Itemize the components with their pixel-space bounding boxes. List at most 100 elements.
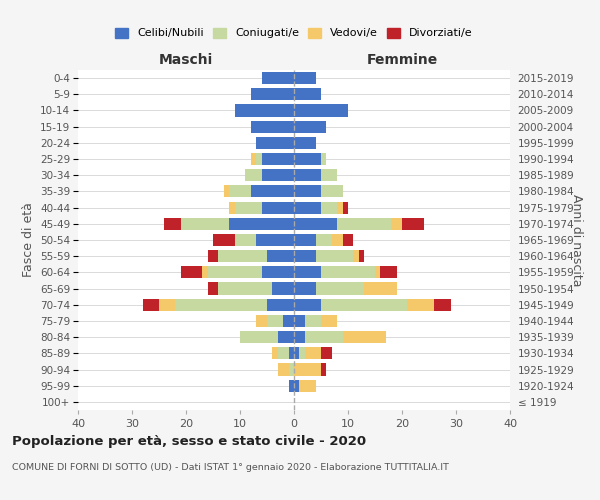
Bar bbox=[262, 153, 294, 165]
Bar bbox=[283, 315, 294, 327]
Bar bbox=[235, 202, 262, 213]
Bar bbox=[235, 104, 294, 117]
Bar bbox=[267, 298, 294, 311]
Bar bbox=[402, 218, 424, 230]
Bar bbox=[251, 120, 294, 132]
Bar bbox=[391, 218, 402, 230]
Bar bbox=[218, 282, 272, 294]
Legend: Celibi/Nubili, Coniugati/e, Vedovi/e, Divorziati/e: Celibi/Nubili, Coniugati/e, Vedovi/e, Di… bbox=[111, 23, 477, 43]
Bar bbox=[256, 153, 262, 165]
Bar bbox=[316, 234, 332, 246]
Bar bbox=[181, 218, 229, 230]
Bar bbox=[294, 298, 321, 311]
Y-axis label: Anni di nascita: Anni di nascita bbox=[570, 194, 583, 286]
Bar bbox=[224, 186, 229, 198]
Bar bbox=[364, 282, 397, 294]
Bar bbox=[267, 315, 283, 327]
Bar bbox=[294, 88, 321, 101]
Bar bbox=[294, 364, 321, 376]
Bar bbox=[278, 364, 289, 376]
Bar bbox=[294, 169, 321, 181]
Bar bbox=[251, 88, 294, 101]
Bar bbox=[321, 266, 375, 278]
Bar bbox=[294, 380, 299, 392]
Bar bbox=[321, 364, 326, 376]
Bar bbox=[353, 250, 359, 262]
Bar bbox=[294, 120, 326, 132]
Bar bbox=[159, 298, 175, 311]
Bar bbox=[262, 72, 294, 84]
Bar bbox=[229, 202, 235, 213]
Bar bbox=[305, 315, 321, 327]
Y-axis label: Fasce di età: Fasce di età bbox=[22, 202, 35, 278]
Bar bbox=[321, 153, 326, 165]
Bar bbox=[262, 169, 294, 181]
Bar bbox=[294, 104, 348, 117]
Bar bbox=[213, 234, 235, 246]
Bar bbox=[267, 250, 294, 262]
Bar bbox=[321, 202, 337, 213]
Bar bbox=[294, 137, 316, 149]
Bar bbox=[316, 250, 353, 262]
Bar bbox=[294, 218, 337, 230]
Bar bbox=[294, 153, 321, 165]
Text: COMUNE DI FORNI DI SOTTO (UD) - Dati ISTAT 1° gennaio 2020 - Elaborazione TUTTIT: COMUNE DI FORNI DI SOTTO (UD) - Dati IST… bbox=[12, 462, 449, 471]
Bar bbox=[143, 298, 159, 311]
Bar bbox=[299, 348, 305, 360]
Bar bbox=[294, 266, 321, 278]
Bar bbox=[305, 331, 343, 343]
Text: Maschi: Maschi bbox=[159, 53, 213, 67]
Bar bbox=[316, 282, 364, 294]
Bar bbox=[175, 298, 267, 311]
Bar bbox=[229, 218, 294, 230]
Text: Popolazione per età, sesso e stato civile - 2020: Popolazione per età, sesso e stato civil… bbox=[12, 435, 366, 448]
Bar bbox=[181, 266, 202, 278]
Bar bbox=[289, 364, 294, 376]
Bar bbox=[375, 266, 380, 278]
Bar bbox=[294, 186, 321, 198]
Bar bbox=[343, 331, 386, 343]
Bar bbox=[321, 315, 337, 327]
Bar bbox=[321, 169, 337, 181]
Bar bbox=[278, 348, 289, 360]
Bar bbox=[240, 331, 278, 343]
Text: Femmine: Femmine bbox=[367, 53, 437, 67]
Bar bbox=[251, 186, 294, 198]
Bar bbox=[251, 153, 256, 165]
Bar bbox=[262, 266, 294, 278]
Bar bbox=[289, 348, 294, 360]
Bar bbox=[278, 331, 294, 343]
Bar bbox=[337, 218, 391, 230]
Bar bbox=[164, 218, 181, 230]
Bar bbox=[208, 250, 218, 262]
Bar bbox=[294, 234, 316, 246]
Bar bbox=[256, 234, 294, 246]
Bar bbox=[294, 250, 316, 262]
Bar bbox=[359, 250, 364, 262]
Bar bbox=[256, 137, 294, 149]
Bar bbox=[337, 202, 343, 213]
Bar bbox=[294, 315, 305, 327]
Bar bbox=[343, 202, 348, 213]
Bar bbox=[294, 331, 305, 343]
Bar bbox=[305, 348, 321, 360]
Bar bbox=[380, 266, 397, 278]
Bar bbox=[294, 202, 321, 213]
Bar bbox=[272, 348, 278, 360]
Bar bbox=[229, 186, 251, 198]
Bar bbox=[262, 202, 294, 213]
Bar bbox=[407, 298, 434, 311]
Bar bbox=[208, 282, 218, 294]
Bar bbox=[256, 315, 267, 327]
Bar bbox=[321, 298, 407, 311]
Bar bbox=[245, 169, 262, 181]
Bar bbox=[321, 348, 332, 360]
Bar bbox=[289, 380, 294, 392]
Bar bbox=[272, 282, 294, 294]
Bar bbox=[294, 72, 316, 84]
Bar bbox=[321, 186, 343, 198]
Bar bbox=[218, 250, 267, 262]
Bar bbox=[294, 282, 316, 294]
Bar bbox=[332, 234, 343, 246]
Bar bbox=[235, 234, 256, 246]
